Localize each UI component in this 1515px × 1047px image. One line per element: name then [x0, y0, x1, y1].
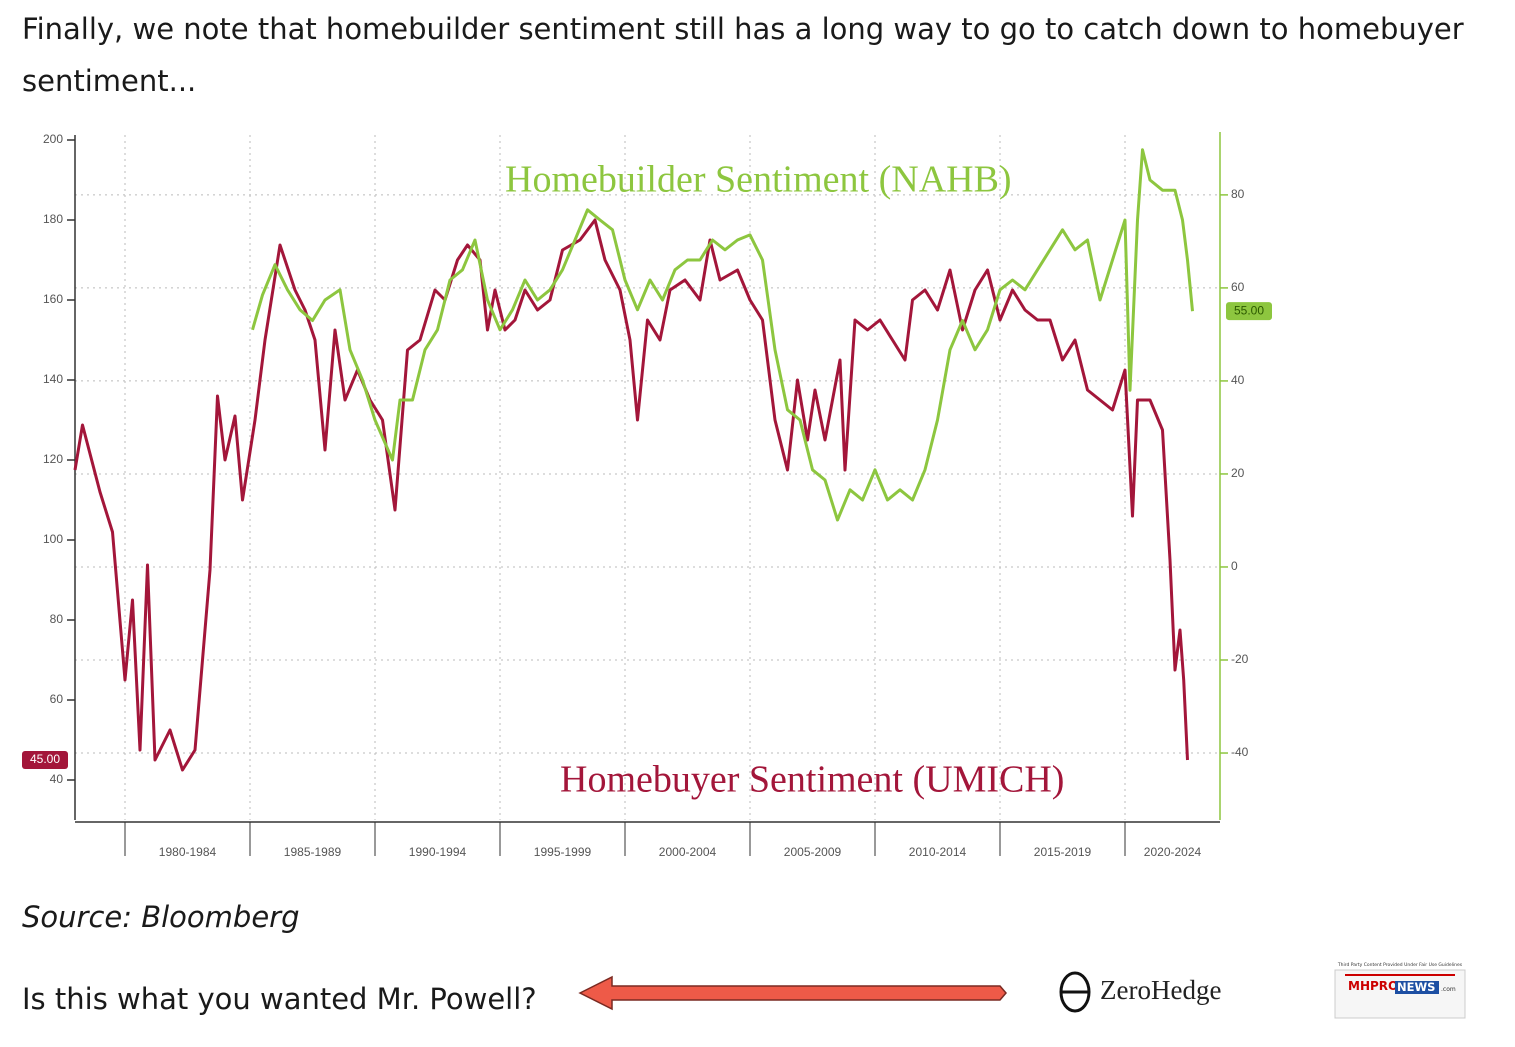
y-tick-label: 200	[43, 132, 63, 146]
y-tick-label: 160	[43, 292, 63, 306]
y-tick-label: 140	[43, 372, 63, 386]
x-period-label: 1990-1994	[409, 845, 467, 859]
value-label-box	[1226, 302, 1272, 321]
paragraph-line: sentiment...	[22, 64, 197, 98]
y2-tick-label: 60	[1231, 280, 1245, 294]
y-tick-label: 40	[50, 772, 64, 786]
y2-tick-label: -20	[1231, 652, 1249, 666]
value-label-box	[22, 751, 68, 769]
series-line	[251, 148, 1194, 522]
y2-tick-label: 0	[1231, 559, 1238, 573]
paragraph-line: Finally, we note that homebuilder sentim…	[22, 12, 1464, 46]
x-period-label: 2020-2024	[1144, 845, 1202, 859]
series-name: Homebuilder Sentiment (NAHB)	[505, 159, 1012, 201]
series-name: Homebuyer Sentiment (UMICH)	[560, 759, 1064, 801]
x-period-label: 1980-1984	[159, 845, 217, 859]
x-period-label: 1985-1989	[284, 845, 342, 859]
y-tick-label: 180	[43, 212, 63, 226]
source: Source: Bloomberg	[22, 900, 300, 934]
chart-background	[20, 128, 1280, 858]
y-tick-label: 120	[43, 452, 63, 466]
x-period-label: 1995-1999	[534, 845, 592, 859]
y2-tick-label: 40	[1231, 373, 1245, 387]
value-label: 55.00	[1234, 303, 1264, 317]
x-period-label: 2000-2004	[659, 845, 717, 859]
y-tick-label: 100	[43, 532, 63, 546]
x-period-label: 2010-2014	[909, 845, 967, 859]
x-period-label: 2005-2009	[784, 845, 842, 859]
y2-tick-label: 20	[1231, 466, 1245, 480]
value-label: 45.00	[30, 752, 60, 766]
x-period-label: 2015-2019	[1034, 845, 1092, 859]
y-tick-label: 80	[50, 612, 64, 626]
y2-tick-label: -40	[1231, 745, 1249, 759]
question: Is this what you wanted Mr. Powell?	[22, 982, 537, 1016]
y-tick-label: 60	[50, 692, 64, 706]
y2-tick-label: 80	[1231, 187, 1245, 201]
series-line	[73, 218, 1189, 772]
